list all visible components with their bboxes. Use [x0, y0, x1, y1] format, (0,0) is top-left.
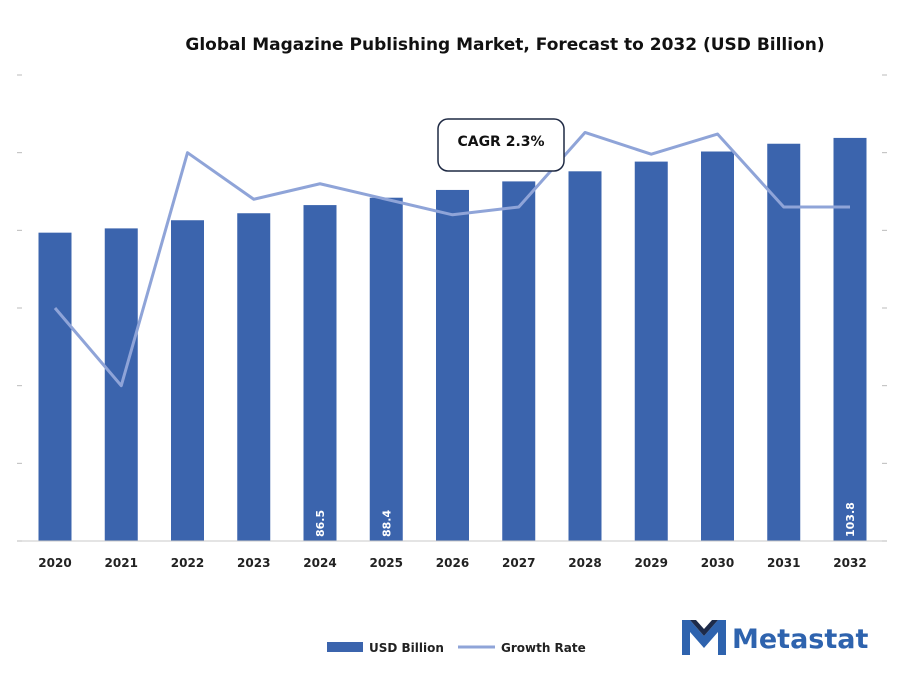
- data-label-2024: 86.5: [314, 510, 327, 537]
- cagr-box: [437, 118, 565, 172]
- x-tick-2032: 2032: [833, 556, 866, 570]
- bar-2026: [436, 189, 469, 542]
- cagr-callout: CAGR 2.3%: [437, 118, 565, 172]
- bar-2022: [171, 220, 204, 541]
- legend-label-usd: USD Billion: [369, 641, 444, 655]
- legend-swatch-usd: [327, 642, 363, 652]
- growth-line-group: [53, 130, 850, 388]
- x-tick-2023: 2023: [237, 556, 270, 570]
- cagr-label: CAGR 2.3%: [457, 134, 544, 150]
- bars: [38, 137, 867, 542]
- x-tick-2024: 2024: [303, 556, 336, 570]
- legend-label-growth: Growth Rate: [501, 641, 586, 655]
- legend: USD Billion Growth Rate: [327, 641, 586, 655]
- bar-2028: [568, 171, 602, 541]
- metastat-logo-text: Metastat: [732, 624, 869, 655]
- x-tick-2029: 2029: [635, 556, 668, 570]
- bar-2029: [634, 161, 668, 541]
- bar-2023: [237, 213, 271, 541]
- bar-2020: [38, 232, 72, 541]
- data-label-2032: 103.8: [844, 502, 857, 537]
- bar-2025: [369, 197, 403, 542]
- x-tick-2026: 2026: [436, 556, 469, 570]
- x-tick-2028: 2028: [568, 556, 601, 570]
- growth-rate-line: [53, 130, 850, 388]
- x-tick-2020: 2020: [38, 556, 71, 570]
- axis-ticks: [17, 74, 887, 542]
- bar-2030: [701, 151, 734, 542]
- x-tick-2031: 2031: [767, 556, 800, 570]
- bar-2031: [767, 143, 801, 542]
- data-labels: 86.5 88.4 103.8: [314, 502, 857, 537]
- metastat-logo: Metastat: [682, 620, 869, 655]
- x-tick-2027: 2027: [502, 556, 535, 570]
- data-label-2025: 88.4: [380, 510, 393, 537]
- chart-title: Global Magazine Publishing Market, Forec…: [185, 35, 824, 55]
- x-tick-2022: 2022: [171, 556, 204, 570]
- bar-2032: [833, 137, 867, 541]
- bar-2024: [303, 205, 337, 541]
- x-tick-2021: 2021: [105, 556, 138, 570]
- x-tick-labels: 2020 2021 2022 2023 2024 2025 2026 2027 2028 2029…: [38, 556, 866, 570]
- metastat-logo-icon: [682, 620, 726, 655]
- x-tick-2025: 2025: [370, 556, 403, 570]
- x-tick-2030: 2030: [701, 556, 734, 570]
- bar-2027: [502, 181, 536, 542]
